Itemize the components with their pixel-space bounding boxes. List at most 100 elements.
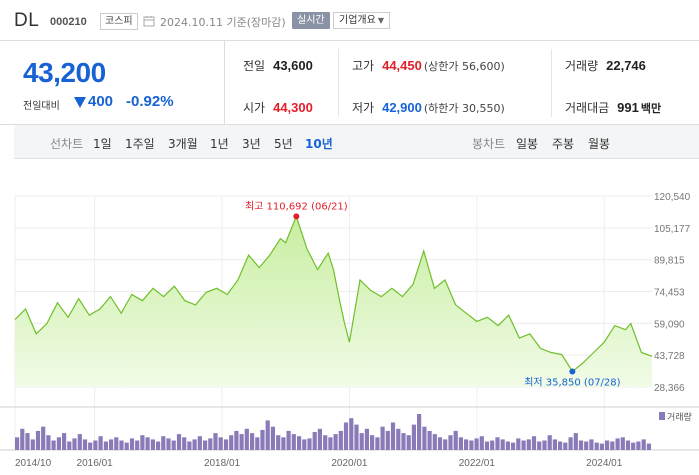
volume-legend-label: 거래량 xyxy=(667,411,692,423)
volume-bar xyxy=(625,440,631,450)
volume-bar xyxy=(474,438,479,450)
volume-bar xyxy=(255,437,260,450)
volume-bar xyxy=(448,435,453,450)
volume-bar xyxy=(297,436,302,450)
stat-label: 고가 xyxy=(352,59,375,73)
stat-label: 거래대금 xyxy=(565,101,610,115)
y-tick-label: 105,177 xyxy=(654,224,691,235)
volume-bar xyxy=(396,428,401,450)
volume-bar xyxy=(302,439,307,450)
volume-bar xyxy=(15,437,20,450)
period-3m[interactable]: 3개월 xyxy=(168,137,198,151)
volume-bar xyxy=(375,437,380,450)
volume-bar xyxy=(521,440,526,450)
candle-monthly[interactable]: 월봉 xyxy=(588,137,611,151)
volume-bar xyxy=(82,439,88,450)
period-1d[interactable]: 1일 xyxy=(93,137,112,151)
volume-bar xyxy=(558,441,563,450)
volume-bar xyxy=(427,430,432,450)
x-tick-label: 2018/01 xyxy=(204,458,241,469)
volume-bar xyxy=(62,433,67,450)
low-marker xyxy=(569,368,576,375)
volume-bar xyxy=(197,436,202,450)
volume-bar xyxy=(223,439,229,450)
volume-bar xyxy=(584,441,589,450)
volume-bar xyxy=(343,422,349,450)
volume-bar xyxy=(464,439,469,450)
volume-bar xyxy=(145,437,150,450)
volume-bar xyxy=(46,435,51,450)
volume-bar xyxy=(615,438,620,450)
volume-bar xyxy=(129,438,135,450)
volume-bar xyxy=(610,441,615,450)
volume-bar xyxy=(109,439,114,450)
stat-value: 44,450 xyxy=(382,58,422,73)
volume-bar xyxy=(552,439,557,450)
diff-label: 전일대비 xyxy=(23,101,60,112)
stat-high: 고가 44,450 (상한가 56,600) xyxy=(352,57,505,74)
realtime-button[interactable]: 실시간 xyxy=(292,12,330,29)
candle-daily[interactable]: 일봉 xyxy=(516,137,539,151)
y-tick-label: 28,366 xyxy=(654,383,685,394)
stat-value: 991 xyxy=(617,100,639,115)
stat-amount: 거래대금 991 백만 xyxy=(565,99,661,116)
volume-bar xyxy=(103,441,108,450)
chevron-down-icon: ▼ xyxy=(377,16,384,25)
volume-bar xyxy=(359,433,364,450)
volume-bar xyxy=(229,435,234,450)
volume-bar xyxy=(568,437,573,450)
stat-low: 저가 42,900 (하한가 30,550) xyxy=(352,99,505,116)
volume-bar xyxy=(646,443,651,450)
x-tick-label: 2014/10 xyxy=(15,458,52,469)
upper-limit: (상한가 56,600) xyxy=(423,60,505,73)
volume-bar xyxy=(469,440,474,450)
volume-bar xyxy=(411,424,416,450)
volume-bar xyxy=(270,426,275,450)
volume-bar xyxy=(432,434,437,450)
volume-bar xyxy=(573,433,578,450)
volume-bar xyxy=(291,434,296,450)
period-3y[interactable]: 3년 xyxy=(242,137,261,151)
stock-code: 000210 xyxy=(50,16,87,28)
stat-unit: 백만 xyxy=(640,102,662,115)
volume-bar xyxy=(244,428,249,450)
volume-bar xyxy=(150,439,155,450)
company-overview-dropdown[interactable]: 기업개요 ▼ xyxy=(333,12,390,29)
volume-bar xyxy=(443,439,448,450)
volume-bar xyxy=(458,437,463,450)
volume-bar xyxy=(286,430,291,450)
volume-bar xyxy=(171,440,176,450)
volume-bar xyxy=(417,414,422,450)
volume-bar xyxy=(338,430,343,450)
stat-label: 전일 xyxy=(243,59,266,73)
volume-legend-swatch xyxy=(659,412,665,420)
period-5y[interactable]: 5년 xyxy=(274,137,293,151)
volume-bar xyxy=(406,435,411,450)
y-tick-label: 43,728 xyxy=(654,351,685,362)
price-area xyxy=(15,216,652,387)
volume-bar xyxy=(56,437,61,450)
volume-bar xyxy=(563,442,568,450)
volume-bar xyxy=(312,432,317,450)
stock-name: DL xyxy=(14,10,40,31)
candle-weekly[interactable]: 주봉 xyxy=(552,137,575,151)
period-1w[interactable]: 1주일 xyxy=(125,137,155,151)
volume-bar xyxy=(547,435,552,450)
stat-volume: 거래량 22,746 xyxy=(565,57,646,74)
volume-bar xyxy=(119,440,124,450)
high-marker xyxy=(293,213,300,220)
down-arrow-icon xyxy=(74,97,86,108)
volume-bar xyxy=(484,441,490,450)
volume-bar xyxy=(370,435,375,450)
volume-bar xyxy=(276,435,281,450)
period-1y[interactable]: 1년 xyxy=(210,137,229,151)
stat-value: 44,300 xyxy=(273,100,313,115)
line-chart-label: 선차트 xyxy=(50,137,84,151)
period-10y[interactable]: 10년 xyxy=(305,137,333,151)
volume-bar xyxy=(35,430,41,450)
volume-bar xyxy=(281,437,286,450)
volume-bar xyxy=(51,440,56,450)
volume-bar xyxy=(77,434,82,450)
volume-bar xyxy=(599,443,604,450)
volume-bar xyxy=(30,439,35,450)
